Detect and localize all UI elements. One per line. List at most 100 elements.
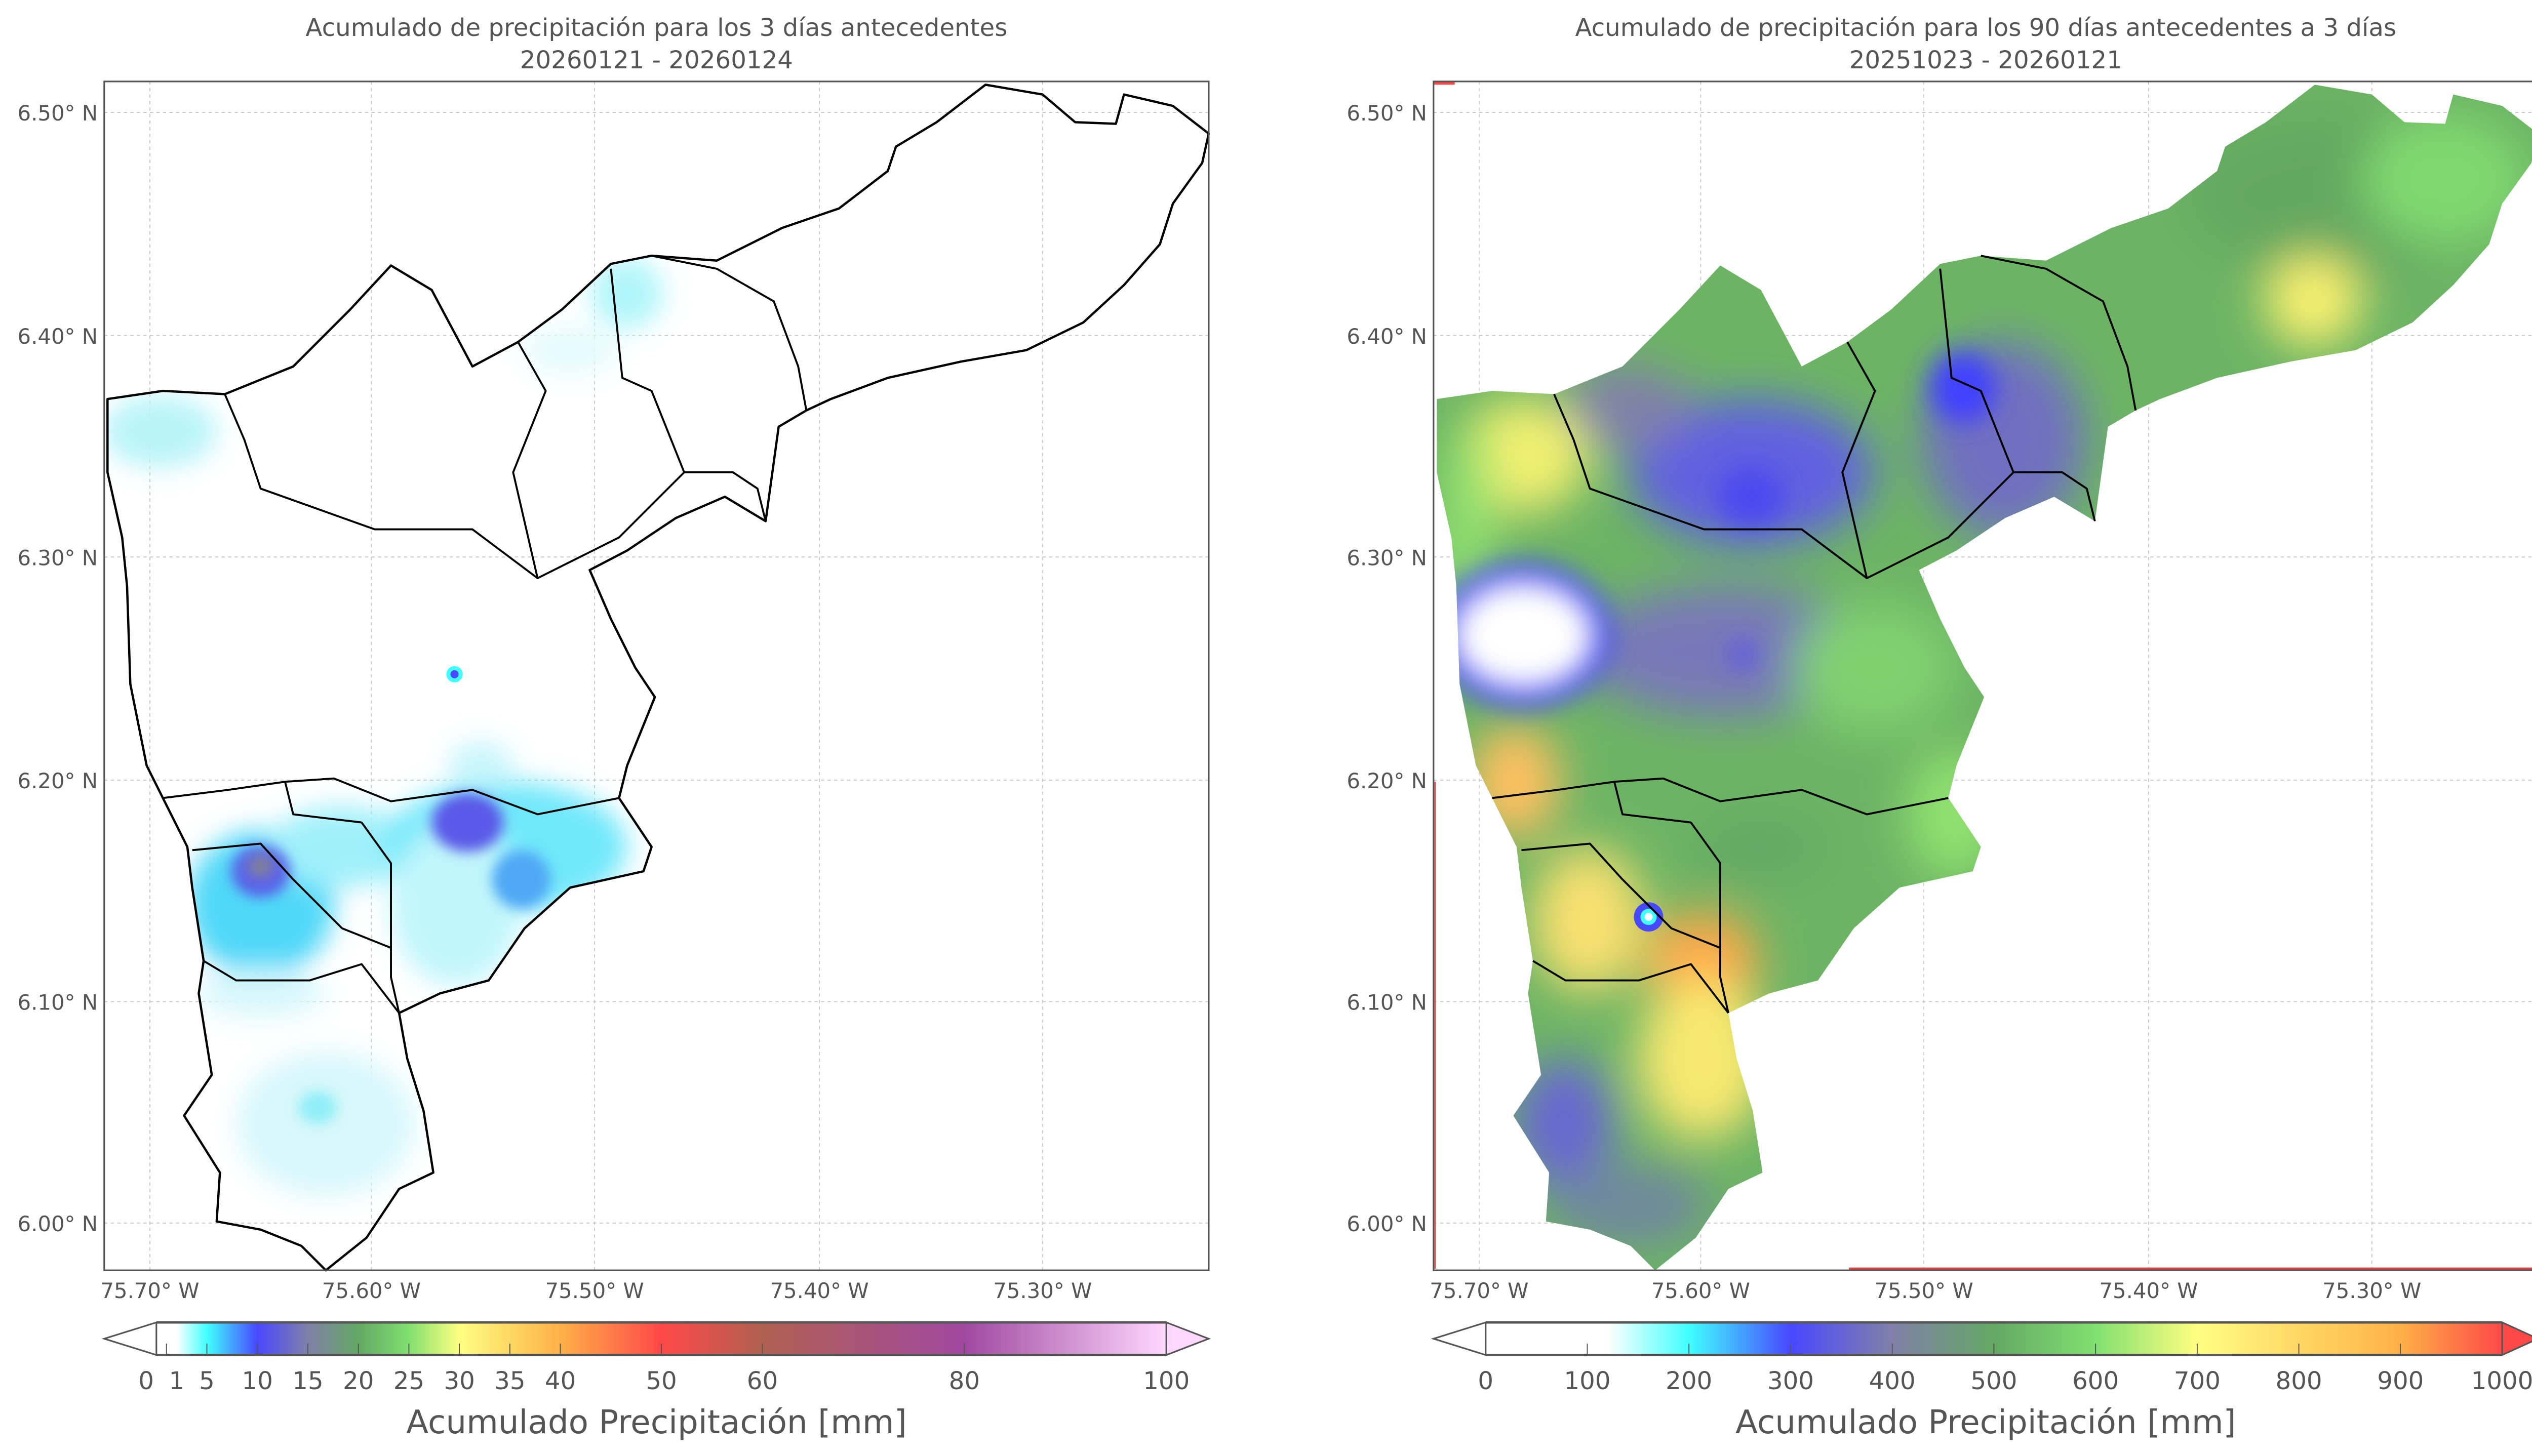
precip-blob — [521, 326, 619, 375]
y-tick-label: 6.20° N — [1347, 769, 1427, 793]
precip-core — [431, 793, 504, 852]
municipal-boundary — [2013, 471, 2096, 521]
precip-blob — [1469, 724, 1561, 839]
right-subtitle: 20251023 - 20260121 — [1849, 46, 2122, 74]
colorbar-tick-label: 50 — [646, 1367, 677, 1395]
x-tick-label: 75.40° W — [2099, 1278, 2198, 1303]
precip-blob — [1645, 912, 1760, 1010]
municipal-boundary — [284, 781, 362, 824]
municipal-boundary — [1690, 822, 1721, 948]
municipal-boundary — [1532, 960, 1729, 1014]
y-tick-label: 6.50° N — [17, 101, 98, 126]
colorbar-tick-label: 40 — [545, 1367, 576, 1395]
y-tick-label: 6.30° N — [17, 545, 98, 570]
precip-blob — [1637, 977, 1768, 1140]
y-tick-label: 6.50° N — [1347, 101, 1427, 126]
colorbar-tick-label: 700 — [2174, 1367, 2221, 1395]
precip-blob — [236, 1050, 416, 1197]
municipal-boundary — [1492, 777, 1949, 816]
precip-core — [298, 1091, 337, 1124]
precip-core — [492, 850, 551, 909]
x-tick-label: 75.50° W — [1874, 1278, 1973, 1303]
x-tick-label: 75.30° W — [993, 1278, 1092, 1303]
colorbar-tick-label: 900 — [2377, 1367, 2424, 1395]
precip-core — [1718, 467, 1784, 527]
colorbar-tick-label: 25 — [393, 1367, 424, 1395]
precip-core — [1730, 644, 1756, 665]
y-tick-label: 6.40° N — [1347, 324, 1427, 349]
y-tick-label: 6.10° N — [17, 990, 98, 1015]
precip-blob — [1564, 366, 1694, 448]
x-tick-label: 75.60° W — [1651, 1278, 1750, 1303]
colorbar-extend-min — [101, 1321, 157, 1356]
colorbar-tick-label: 300 — [1767, 1367, 1814, 1395]
municipal-boundary — [651, 255, 808, 411]
colorbar-tick-label: 400 — [1869, 1367, 1916, 1395]
left-axes-frame — [103, 80, 1210, 1271]
precip-blob — [391, 822, 522, 986]
x-tick-label: 75.40° W — [770, 1278, 868, 1303]
colorbar-tick-label: 100 — [1143, 1367, 1190, 1395]
left-axis-ticks: 75.70° W 75.60° W 75.50° W 75.40° W 75.30° W… — [17, 101, 1092, 1303]
y-tick-label: 6.40° N — [17, 324, 98, 349]
colorbar-tick-label: 80 — [949, 1367, 980, 1395]
left-municipal-boundaries — [163, 255, 808, 1014]
precip-blob — [1531, 846, 1646, 994]
colorbar-tick-label: 30 — [444, 1367, 474, 1395]
right-title: Acumulado de precipitación para los 90 d… — [1575, 14, 2397, 42]
colorbar-tick-label: 800 — [2276, 1367, 2322, 1395]
colorbar-tick-label: 100 — [1564, 1367, 1610, 1395]
precip-core — [247, 855, 274, 878]
municipal-boundary — [512, 341, 547, 579]
x-tick-label: 75.60° W — [322, 1278, 421, 1303]
left-subtitle: 20260121 - 20260124 — [520, 46, 793, 74]
colorbar-extend-max — [1165, 1321, 1211, 1356]
colorbar-tick-label: 0 — [138, 1367, 154, 1395]
precip-point — [1644, 913, 1653, 921]
colorbar-label: Acumulado Precipitación [mm] — [1735, 1403, 2236, 1441]
x-tick-label: 75.30° W — [2322, 1278, 2421, 1303]
right-colorbar: 0 100 200 300 400 500 600 700 800 900 1000 Acumulad… — [1431, 1321, 2532, 1441]
precip-blob — [1547, 1164, 1711, 1246]
municipal-boundary — [163, 777, 619, 816]
colorbar-tick-label: 20 — [343, 1367, 374, 1395]
precip-blob — [1515, 1059, 1613, 1189]
municipal-boundary — [224, 268, 686, 579]
y-tick-label: 6.10° N — [1347, 990, 1427, 1015]
colorbar-tick-label: 35 — [494, 1367, 525, 1395]
left-title: Acumulado de precipitación para los 3 dí… — [305, 14, 1007, 42]
colorbar-tick-label: 60 — [747, 1367, 778, 1395]
x-tick-label: 75.70° W — [100, 1278, 199, 1303]
municipal-boundary — [1981, 255, 2137, 411]
y-tick-label: 6.30° N — [1347, 545, 1427, 570]
precip-blob — [591, 257, 663, 329]
colorbar-tick-label: 1000 — [2471, 1367, 2532, 1395]
left-region-outline — [106, 84, 1210, 1272]
colorbar-extend-min — [1431, 1321, 1487, 1356]
precip-blob — [2362, 114, 2525, 245]
right-axes-frame — [1433, 80, 2532, 1271]
municipal-boundary — [1553, 268, 2014, 579]
precip-blob — [195, 969, 326, 1018]
precip-blob — [1694, 814, 1825, 880]
colorbar-extend-max — [2501, 1321, 2532, 1356]
precip-blob — [448, 741, 513, 790]
colorbar-tick-label: 0 — [1478, 1367, 1493, 1395]
precip-point — [450, 670, 459, 678]
municipal-boundary — [1841, 341, 1876, 579]
colorbar-label: Acumulado Precipitación [mm] — [406, 1403, 907, 1441]
right-municipal-boundaries — [1492, 255, 2137, 1014]
right-map-panel: Acumulado de precipitación para los 90 d… — [1347, 14, 2532, 1441]
municipal-boundary — [684, 471, 767, 521]
x-tick-label: 75.50° W — [545, 1278, 644, 1303]
precip-blob — [1792, 602, 1955, 733]
x-tick-label: 75.70° W — [1430, 1278, 1528, 1303]
colorbar-tick-label: 15 — [292, 1367, 323, 1395]
y-tick-label: 6.20° N — [17, 769, 98, 793]
right-precip-field — [1437, 85, 2532, 1271]
precip-blob — [107, 395, 217, 468]
right-axis-ticks: 75.70° W 75.60° W 75.50° W 75.40° W 75.30° W… — [1347, 101, 2421, 1303]
municipal-boundary — [1521, 842, 1729, 1014]
